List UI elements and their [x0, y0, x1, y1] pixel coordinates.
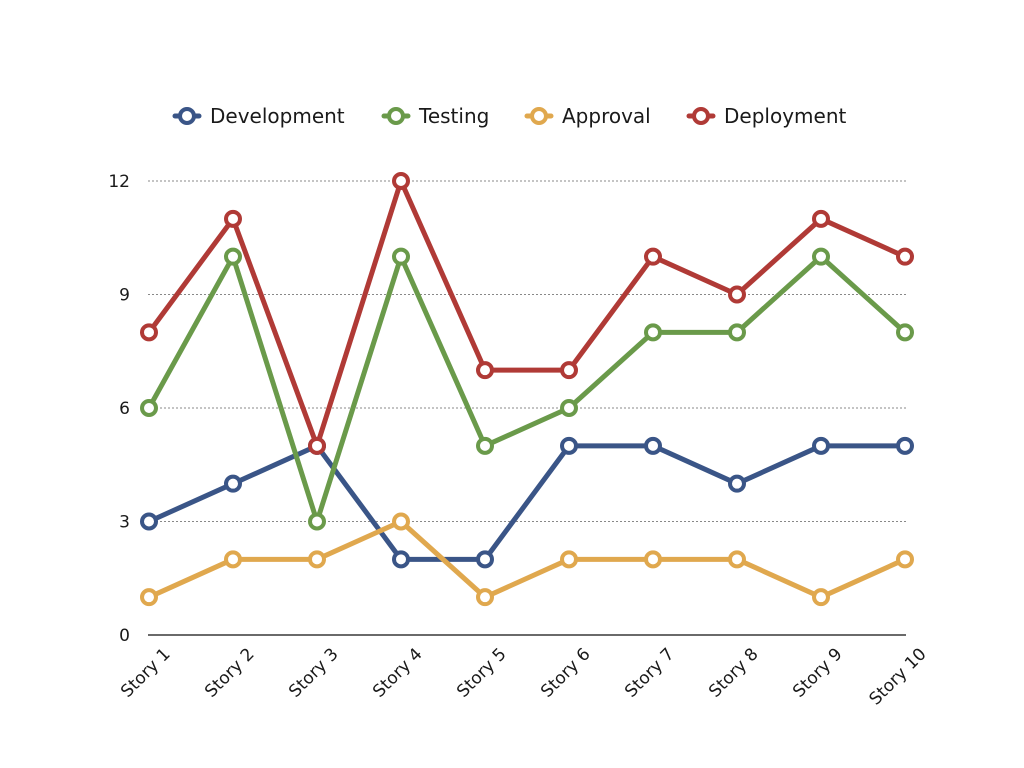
data-point	[560, 399, 578, 417]
data-point	[896, 247, 914, 266]
legend-swatch-marker	[387, 107, 405, 125]
x-category-label: Story 6	[537, 644, 594, 701]
data-point	[476, 361, 494, 380]
series-testing	[140, 247, 914, 531]
data-point	[308, 512, 326, 531]
y-tick-label: 0	[119, 626, 130, 646]
data-point	[896, 323, 914, 342]
legend-label: Testing	[418, 104, 489, 128]
data-point	[140, 588, 158, 607]
data-point	[392, 172, 410, 190]
legend-label: Development	[210, 104, 345, 128]
data-point	[476, 588, 494, 607]
data-point	[728, 323, 746, 342]
legend-swatch-marker	[178, 107, 196, 125]
data-point	[644, 247, 662, 266]
y-axis-ticks: 0 3 6 9 12	[108, 172, 130, 646]
data-point	[392, 247, 410, 266]
data-point	[560, 550, 578, 569]
chart-series	[140, 172, 914, 607]
data-point	[644, 436, 662, 455]
chart-legend: Development Testing Approval Deployment	[172, 104, 846, 128]
x-category-label: Story 10	[866, 644, 931, 709]
data-point	[560, 361, 578, 380]
legend-item-deployment: Deployment	[686, 104, 846, 128]
data-point	[644, 550, 662, 569]
data-point	[392, 512, 410, 531]
series-line	[146, 178, 908, 449]
data-point	[728, 285, 746, 304]
data-point	[308, 550, 326, 569]
y-tick-label: 6	[119, 399, 130, 419]
series-development	[140, 436, 914, 569]
legend-label: Deployment	[724, 104, 846, 128]
x-category-label: Story 1	[117, 644, 174, 701]
x-category-label: Story 3	[285, 644, 342, 701]
legend-label: Approval	[562, 104, 651, 128]
data-point	[140, 512, 158, 531]
data-point	[476, 436, 494, 455]
data-point	[896, 436, 914, 455]
data-point	[224, 209, 242, 228]
legend-item-testing: Testing	[381, 104, 489, 128]
data-point	[812, 436, 830, 455]
series-deployment	[140, 172, 914, 455]
x-category-label: Story 4	[369, 644, 426, 701]
y-tick-label: 9	[119, 286, 130, 306]
legend-swatch-marker	[692, 107, 710, 125]
y-tick-label: 12	[108, 172, 130, 192]
data-point	[140, 399, 158, 417]
series-approval	[140, 512, 914, 607]
data-point	[224, 247, 242, 266]
data-point	[476, 550, 494, 569]
y-tick-label: 3	[119, 513, 130, 533]
data-point	[644, 323, 662, 342]
x-category-label: Story 2	[201, 644, 258, 701]
series-line	[146, 443, 908, 562]
x-category-label: Story 9	[789, 644, 846, 701]
data-point	[896, 550, 914, 569]
data-point	[140, 323, 158, 342]
x-category-label: Story 5	[453, 644, 510, 701]
data-point	[224, 550, 242, 569]
x-category-label: Story 8	[705, 644, 762, 701]
legend-item-approval: Approval	[524, 104, 651, 128]
data-point	[392, 550, 410, 569]
legend-swatch-marker	[530, 107, 548, 125]
data-point	[812, 209, 830, 228]
data-point	[308, 436, 326, 455]
series-line	[146, 519, 908, 600]
data-point	[728, 550, 746, 569]
series-line	[146, 254, 908, 524]
legend-item-development: Development	[172, 104, 345, 128]
data-point	[812, 588, 830, 607]
x-category-label: Story 7	[621, 644, 678, 701]
x-axis-categories: Story 1 Story 2 Story 3 Story 4 Story 5 Story…	[117, 644, 930, 709]
data-point	[812, 247, 830, 266]
data-point	[728, 474, 746, 493]
data-point	[224, 474, 242, 493]
data-point	[560, 436, 578, 455]
